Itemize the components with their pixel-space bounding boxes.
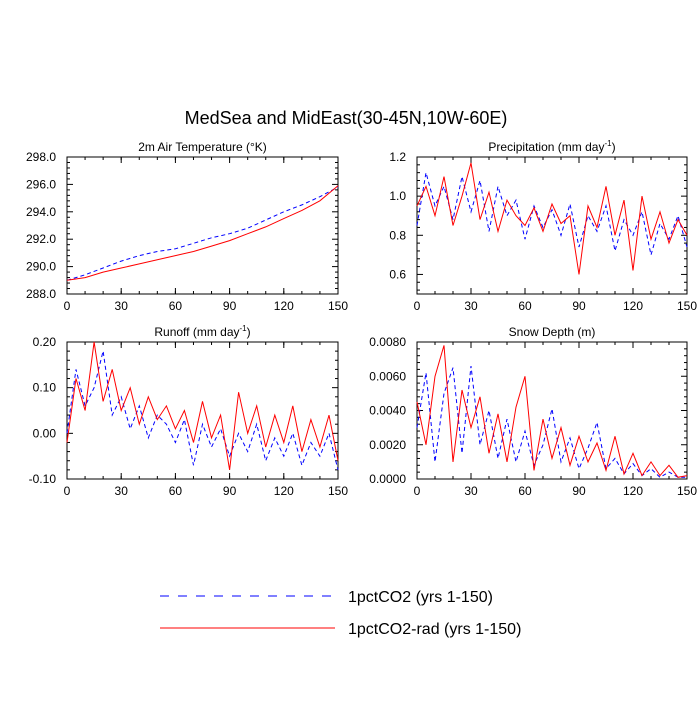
x-tick-label: 0 <box>414 299 421 313</box>
x-tick-label: 90 <box>572 484 586 498</box>
y-tick-label: 0.0040 <box>369 404 406 418</box>
x-tick-label: 150 <box>328 484 348 498</box>
x-tick-label: 30 <box>115 299 129 313</box>
panel-title: Runoff (mm day-1) <box>154 324 250 339</box>
panel-snow-depth: 0 30 60 90 120 150 0.0000 0.0020 0.0040 0.0060 0.0… <box>369 325 697 498</box>
x-tick-label: 90 <box>572 299 586 313</box>
panel-title: 2m Air Temperature (°K) <box>138 140 267 154</box>
series-line-1pctco2-rad <box>416 345 688 478</box>
panel-title-superscript: -1 <box>604 139 612 148</box>
panel-title: Snow Depth (m) <box>509 325 596 339</box>
legend-label-1pctco2: 1pctCO2 (yrs 1-150) <box>348 589 493 606</box>
series-line-1pctco2 <box>66 350 339 471</box>
y-tick-label: 0.8 <box>389 228 406 242</box>
x-tick-label: 120 <box>623 484 643 498</box>
panel-title: Precipitation (mm day-1) <box>488 139 615 154</box>
series-line-1pctco2-rad <box>66 341 339 470</box>
y-tick-label: 296.0 <box>26 177 56 191</box>
legend: 1pctCO2 (yrs 1-150) 1pctCO2-rad (yrs 1-1… <box>160 589 521 638</box>
x-tick-label: 150 <box>328 299 348 313</box>
x-tick-label: 120 <box>274 484 294 498</box>
x-tick-label: 150 <box>677 299 697 313</box>
x-tick-label: 0 <box>64 299 71 313</box>
panel-title-end: ) <box>612 140 616 154</box>
y-tick-label: 292.0 <box>26 232 56 246</box>
y-tick-label: 0.20 <box>33 335 57 349</box>
plot-frame <box>66 341 339 480</box>
x-tick-label: 120 <box>623 299 643 313</box>
y-tick-label: 294.0 <box>26 205 56 219</box>
series-line-1pctco2 <box>416 365 687 478</box>
series-line-1pctco2 <box>416 172 688 256</box>
x-tick-label: 0 <box>414 484 421 498</box>
legend-label-1pctco2-rad: 1pctCO2-rad (yrs 1-150) <box>348 621 521 638</box>
panels: 0 30 60 90 120 150 288.0 290.0 292.0 294.0 296.0 29… <box>26 139 697 498</box>
figure-title: MedSea and MidEast(30-45N,10W-60E) <box>185 108 508 128</box>
x-tick-label: 60 <box>169 484 183 498</box>
y-tick-label: 0.0000 <box>369 472 406 486</box>
y-tick-label: 288.0 <box>26 287 56 301</box>
x-tick-label: 60 <box>169 299 183 313</box>
x-tick-label: 30 <box>115 484 129 498</box>
y-tick-label: 1.2 <box>389 150 406 164</box>
y-tick-label: 1.0 <box>389 189 406 203</box>
y-tick-label: 290.0 <box>26 260 56 274</box>
y-tick-label: -0.10 <box>29 472 57 486</box>
series-line-1pctco2-rad <box>416 162 688 275</box>
y-tick-label: 0.0020 <box>369 438 406 452</box>
y-tick-label: 0.0080 <box>369 335 406 349</box>
x-tick-label: 30 <box>464 484 478 498</box>
series-line-1pctco2-rad <box>66 185 339 281</box>
x-tick-label: 30 <box>464 299 478 313</box>
panel-precipitation: 0 30 60 90 120 150 0.6 0.8 1.0 1.2 Precipitation (… <box>389 139 697 313</box>
y-tick-label: 298.0 <box>26 150 56 164</box>
panel-air-temperature: 0 30 60 90 120 150 288.0 290.0 292.0 294.0 296.0 29… <box>26 140 348 313</box>
y-tick-label: 0.0060 <box>369 369 406 383</box>
y-tick-label: 0.6 <box>389 267 406 281</box>
series-line-1pctco2 <box>66 186 339 281</box>
plot-frame <box>66 156 339 295</box>
y-tick-label: 0.10 <box>33 381 57 395</box>
x-tick-label: 150 <box>677 484 697 498</box>
plot-frame <box>416 156 688 295</box>
x-tick-label: 90 <box>223 484 237 498</box>
x-tick-label: 60 <box>518 299 532 313</box>
x-tick-label: 90 <box>223 299 237 313</box>
panel-runoff: 0 30 60 90 120 150 -0.10 0.00 0.10 0.20 Runoff (mm… <box>29 324 349 498</box>
x-tick-label: 60 <box>518 484 532 498</box>
x-tick-label: 0 <box>64 484 71 498</box>
panel-title-end: ) <box>247 325 251 339</box>
x-tick-label: 120 <box>274 299 294 313</box>
y-tick-label: 0.00 <box>33 426 57 440</box>
panel-title-superscript: -1 <box>240 324 248 333</box>
